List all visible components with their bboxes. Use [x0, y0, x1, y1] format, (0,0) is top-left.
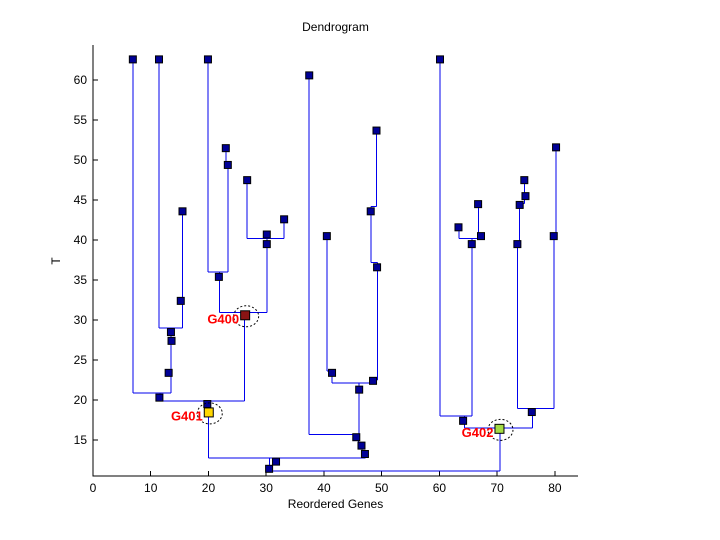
node-marker	[243, 176, 252, 185]
x-tick-label: 80	[548, 481, 562, 495]
node-marker	[166, 328, 175, 337]
node-marker	[459, 416, 468, 425]
x-tick-label: 20	[202, 481, 216, 495]
gene-marker-G400	[240, 310, 251, 321]
y-tick-label: 15	[74, 433, 88, 447]
gene-highlight-circle-G401	[196, 402, 223, 425]
gene-label-G401: G401	[171, 408, 203, 423]
node-marker	[352, 433, 361, 442]
y-tick-label: 60	[74, 73, 88, 87]
node-marker	[214, 272, 223, 281]
node-marker	[549, 232, 558, 241]
x-axis-label: Reordered Genes	[287, 497, 384, 511]
node-marker	[265, 464, 274, 473]
node-marker	[176, 296, 185, 305]
x-tick-label: 70	[490, 481, 504, 495]
node-marker	[164, 368, 173, 377]
y-tick-label: 25	[74, 353, 88, 367]
node-marker	[322, 232, 331, 241]
y-tick-label: 30	[74, 313, 88, 327]
node-marker	[513, 240, 522, 249]
node-marker	[355, 385, 364, 394]
node-marker	[436, 55, 445, 64]
node-marker	[357, 441, 366, 450]
node-marker	[305, 71, 314, 80]
node-marker	[155, 393, 164, 402]
y-tick-label: 35	[74, 273, 88, 287]
y-tick-label: 50	[74, 153, 88, 167]
node-marker	[372, 126, 381, 135]
node-marker	[167, 336, 176, 345]
node-marker	[552, 143, 561, 152]
node-marker	[366, 207, 375, 216]
x-tick-label: 40	[317, 481, 331, 495]
y-tick-label: 40	[74, 233, 88, 247]
node-marker	[178, 207, 187, 216]
node-marker	[520, 176, 529, 185]
gene-highlight-circle-G400	[233, 305, 260, 328]
node-marker	[262, 240, 271, 249]
gene-highlight-circle-G402	[487, 418, 514, 441]
gene-label-G400: G400	[207, 311, 239, 326]
node-marker	[328, 368, 337, 377]
node-marker	[360, 450, 369, 459]
gene-marker-G401	[203, 407, 214, 418]
node-marker	[154, 55, 163, 64]
x-tick-label: 10	[144, 481, 158, 495]
y-tick-label: 55	[74, 113, 88, 127]
x-tick-label: 0	[90, 481, 97, 495]
y-axis-label: T	[49, 257, 63, 265]
plot-title: Dendrogram	[302, 20, 369, 34]
node-marker	[477, 232, 485, 241]
node-marker	[467, 240, 476, 249]
node-marker	[521, 192, 530, 201]
gene-label-G402: G402	[462, 425, 494, 440]
node-marker	[128, 55, 137, 64]
y-tick-label: 20	[74, 393, 88, 407]
node-marker	[474, 200, 483, 209]
x-tick-label: 60	[433, 481, 447, 495]
node-marker	[373, 263, 382, 272]
node-marker	[223, 160, 232, 169]
node-marker	[280, 215, 289, 224]
node-marker	[203, 55, 212, 64]
node-marker	[262, 230, 271, 239]
gene-marker-G402	[494, 423, 505, 434]
x-tick-label: 30	[260, 481, 274, 495]
node-marker	[221, 144, 230, 153]
y-tick-label: 45	[74, 193, 88, 207]
x-tick-label: 50	[375, 481, 389, 495]
node-marker	[454, 223, 463, 232]
node-marker	[369, 376, 378, 385]
axis-spine	[92, 45, 578, 477]
node-marker	[515, 200, 524, 209]
node-marker	[272, 457, 281, 466]
node-marker	[527, 408, 536, 417]
